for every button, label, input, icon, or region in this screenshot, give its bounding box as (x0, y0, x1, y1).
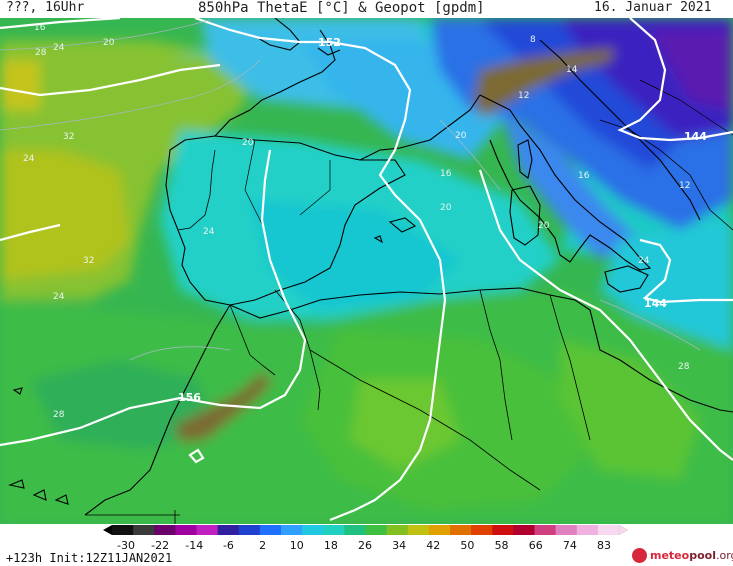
thetae-labels: 16 24 28 20 32 24 32 24 28 20 24 16 20 2… (23, 23, 690, 420)
valid-time-label: ???, 16Uhr (6, 0, 85, 15)
svg-text:24: 24 (23, 154, 35, 164)
colorbar-segment (576, 525, 599, 535)
colorbar-tick-label: -6 (222, 539, 234, 552)
meteopool-logo-icon (632, 548, 647, 563)
colorbar-tick-label: 74 (562, 539, 577, 552)
meteopool-logo-text: meteopool.org (650, 549, 733, 562)
colorbar (103, 524, 629, 536)
colorbar-segment (259, 525, 282, 535)
colorbar-tick-label: 66 (528, 539, 543, 552)
colorbar-segment (154, 525, 176, 535)
date-label: 16. Januar 2021 (594, 0, 712, 15)
svg-text:32: 32 (63, 132, 74, 142)
svg-text:16: 16 (34, 23, 46, 33)
colorbar-segment (428, 525, 451, 535)
colorbar-tick-label: 58 (494, 539, 509, 552)
colorbar-segment (534, 525, 557, 535)
colorbar-segment (386, 525, 409, 535)
colorbar-tick-label: 42 (426, 539, 441, 552)
contour-label-144-north: 144 (684, 130, 707, 143)
init-time-label: +123h Init:12Z11JAN2021 (6, 551, 173, 565)
colorbar-segment (323, 525, 345, 535)
svg-text:20: 20 (455, 131, 467, 141)
colorbar-right-arrow (618, 524, 629, 536)
colorbar-tick-label: 26 (358, 539, 372, 552)
colorbar-tick-label: -14 (185, 539, 204, 552)
colorbar-segment (344, 525, 366, 535)
weather-map: 152 144 144 156 16 24 28 20 32 24 32 24 … (0, 18, 733, 524)
svg-text:32: 32 (83, 256, 94, 266)
svg-text:28: 28 (53, 410, 65, 420)
colorbar-segment (513, 525, 535, 535)
svg-text:24: 24 (203, 227, 215, 237)
svg-text:12: 12 (518, 91, 529, 101)
svg-text:24: 24 (53, 43, 65, 53)
colorbar-tick-label: 18 (323, 539, 338, 552)
contour-label-144-south: 144 (644, 297, 667, 310)
thetae-contours (0, 19, 701, 361)
geopot-labels: 152 144 144 156 (178, 36, 707, 404)
colorbar-tick-label: 34 (392, 539, 407, 552)
svg-text:16: 16 (578, 171, 590, 181)
colorbar-segment (365, 525, 388, 535)
colorbar-tick-label: -30 (117, 539, 135, 552)
colorbar-segment (302, 525, 324, 535)
svg-text:28: 28 (678, 362, 690, 372)
map-title: 850hPa ThetaE [°C] & Geopot [gpdm] (198, 0, 485, 16)
colorbar-left-arrow (103, 525, 112, 535)
svg-text:20: 20 (538, 221, 550, 231)
colorbar-segment (281, 525, 303, 535)
svg-text:24: 24 (53, 292, 65, 302)
colorbar-tick-label: 2 (259, 539, 267, 552)
colorbar-segment (196, 525, 219, 535)
colorbar-tick-label: 50 (460, 539, 475, 552)
colorbar-tick-label: 10 (289, 539, 304, 552)
svg-text:16: 16 (440, 169, 452, 179)
legend-footer: -30 -22 -14 -6 2 10 18 26 34 42 50 58 66 74 83 +123h I… (0, 524, 733, 566)
colorbar-segment (450, 525, 472, 535)
colorbar-segment (112, 525, 134, 535)
colorbar-tick-label: 83 (597, 539, 611, 552)
header-bar: ???, 16Uhr 850hPa ThetaE [°C] & Geopot [… (0, 0, 733, 18)
colorbar-tick-label: -22 (151, 539, 170, 552)
svg-text:20: 20 (103, 38, 115, 48)
geopotential-contours (0, 18, 733, 522)
svg-text:12: 12 (679, 181, 690, 191)
colorbar-segment (597, 525, 620, 535)
contour-label-156: 156 (178, 391, 201, 404)
svg-text:24: 24 (638, 256, 650, 266)
svg-text:20: 20 (440, 203, 452, 213)
meteopool-logo[interactable]: meteopool.org (632, 548, 733, 563)
colorbar-segment (492, 525, 514, 535)
colorbar-segment (175, 525, 197, 535)
colorbar-segment (238, 525, 261, 535)
colorbar-segment (217, 525, 240, 535)
colorbar-segment (133, 525, 155, 535)
colorbar-segment (407, 525, 430, 535)
colorbar-segment (471, 525, 493, 535)
colorbar-segment (555, 525, 578, 535)
svg-text:14: 14 (566, 65, 578, 75)
contour-label-152: 152 (318, 36, 341, 49)
svg-text:28: 28 (35, 48, 47, 58)
coastlines (8, 18, 733, 524)
svg-text:20: 20 (242, 138, 254, 148)
svg-text:8: 8 (530, 35, 536, 45)
